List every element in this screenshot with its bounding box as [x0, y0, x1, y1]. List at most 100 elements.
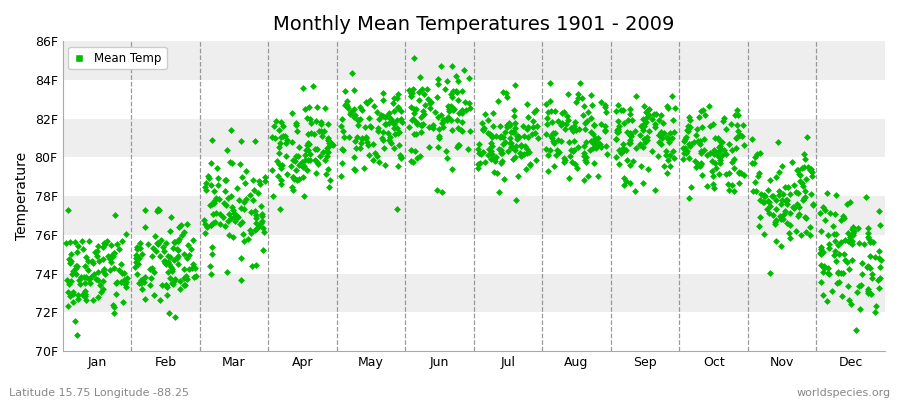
Point: [431, 144, 446, 150]
Point: [248, 208, 262, 214]
Point: [103, 256, 117, 262]
Point: [757, 199, 771, 206]
Point: [272, 127, 286, 134]
Point: [598, 122, 613, 129]
Point: [324, 140, 338, 146]
Point: [782, 191, 796, 197]
Point: [511, 173, 526, 180]
Point: [652, 132, 666, 138]
Point: [463, 128, 477, 134]
Point: [386, 120, 400, 126]
Point: [713, 160, 727, 166]
Point: [737, 172, 751, 179]
Point: [712, 171, 726, 178]
Point: [459, 107, 473, 113]
Point: [576, 112, 590, 118]
Point: [444, 116, 458, 123]
Point: [461, 146, 475, 153]
Point: [275, 123, 290, 129]
Point: [482, 146, 497, 152]
Point: [500, 122, 514, 128]
Point: [544, 135, 559, 141]
Point: [574, 95, 589, 101]
Point: [320, 166, 335, 172]
Point: [78, 291, 93, 297]
Point: [167, 276, 182, 282]
Point: [163, 275, 177, 282]
Point: [161, 259, 176, 265]
Point: [220, 218, 235, 224]
Point: [78, 288, 93, 294]
Point: [551, 136, 565, 143]
Point: [145, 265, 159, 271]
Point: [569, 98, 583, 105]
Point: [311, 128, 326, 134]
Point: [362, 114, 376, 121]
Point: [514, 143, 528, 149]
Point: [171, 253, 185, 260]
Point: [103, 255, 117, 261]
Point: [623, 131, 637, 138]
Point: [817, 216, 832, 223]
Point: [855, 271, 869, 277]
Point: [696, 107, 710, 113]
Point: [548, 107, 562, 114]
Point: [522, 149, 536, 155]
Point: [363, 97, 377, 103]
Point: [197, 217, 211, 224]
Point: [582, 146, 597, 153]
Point: [725, 146, 740, 153]
Point: [845, 232, 859, 238]
Point: [168, 239, 183, 246]
Point: [541, 167, 555, 174]
Point: [683, 142, 698, 149]
Point: [297, 193, 311, 199]
Point: [846, 224, 860, 231]
Point: [286, 174, 301, 181]
Point: [436, 117, 451, 124]
Point: [405, 117, 419, 123]
Point: [792, 204, 806, 211]
Point: [843, 199, 858, 205]
Point: [653, 132, 668, 138]
Point: [662, 136, 676, 143]
Point: [378, 121, 392, 128]
Point: [446, 88, 460, 94]
Point: [647, 187, 662, 193]
Point: [520, 134, 535, 140]
Point: [74, 274, 88, 280]
Point: [336, 147, 350, 154]
Point: [285, 138, 300, 145]
Point: [694, 148, 708, 154]
Point: [825, 223, 840, 229]
Point: [130, 258, 144, 265]
Point: [335, 160, 349, 166]
Point: [829, 231, 843, 238]
Point: [491, 189, 506, 195]
Point: [705, 158, 719, 164]
Point: [473, 151, 488, 157]
Point: [285, 174, 300, 180]
Point: [713, 157, 727, 164]
Point: [234, 277, 248, 283]
Point: [624, 130, 638, 137]
Point: [678, 136, 692, 142]
Point: [520, 126, 535, 132]
Point: [745, 188, 760, 194]
Point: [301, 140, 315, 146]
Point: [338, 101, 353, 107]
Point: [720, 181, 734, 188]
Point: [234, 205, 248, 211]
Point: [405, 90, 419, 97]
Point: [146, 245, 160, 251]
Point: [316, 149, 330, 155]
Point: [599, 143, 614, 149]
Point: [482, 130, 496, 136]
Y-axis label: Temperature: Temperature: [15, 152, 29, 240]
Point: [285, 184, 300, 190]
Point: [703, 150, 717, 157]
Point: [483, 155, 498, 162]
Point: [647, 111, 662, 117]
Point: [693, 138, 707, 144]
Point: [687, 139, 701, 146]
